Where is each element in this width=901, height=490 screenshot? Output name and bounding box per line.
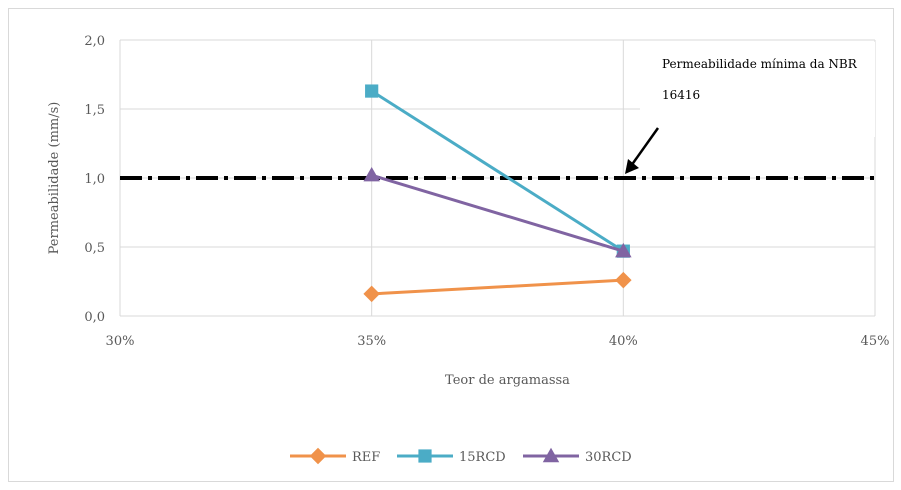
legend-item-30rcd: 30RCD [523, 447, 632, 465]
series-30rcd [363, 166, 632, 258]
x-axis-title: Teor de argamassa [445, 373, 570, 388]
y-tick-label: 0,5 [84, 241, 105, 256]
y-tick-labels: 0,0 0,5 1,0 1,5 2,0 [84, 34, 105, 325]
data-point-30rcd [615, 242, 632, 258]
annotation-line-2: 16416 [662, 88, 700, 102]
x-tick-label: 40% [609, 334, 638, 349]
y-tick-label: 1,0 [84, 172, 105, 187]
arrow-head [625, 159, 639, 174]
legend-marker-30rcd [542, 447, 560, 463]
series-layer [363, 84, 632, 303]
x-tick-label: 30% [106, 334, 135, 349]
annotation-line-1: Permeabilidade mínima da NBR [662, 57, 858, 71]
x-tick-label: 45% [861, 334, 890, 349]
legend-item-ref: REF [290, 447, 380, 465]
series-ref [363, 271, 632, 303]
data-point-ref [615, 271, 632, 289]
legend-item-15rcd: 15RCD [397, 449, 506, 465]
y-axis-title: Permeabilidade (mm/s) [47, 102, 62, 255]
arrow-shaft [629, 127, 660, 167]
x-tick-label: 35% [357, 334, 386, 349]
x-tick-labels: 30% 35% 40% 45% [106, 334, 890, 349]
y-tick-label: 2,0 [84, 34, 105, 49]
series-line-ref [371, 278, 624, 296]
annotation-arrow [625, 127, 660, 174]
data-point-ref [363, 285, 380, 303]
legend-marker-15rcd [418, 449, 432, 463]
series-line-15rcd [370, 89, 625, 253]
data-point-15rcd [365, 84, 379, 98]
data-point-30rcd [363, 166, 380, 182]
series-15rcd [365, 84, 630, 258]
legend-label-ref: REF [352, 450, 380, 465]
annotation-background [640, 42, 875, 137]
legend-label-15rcd: 15RCD [459, 450, 506, 465]
legend: REF 15RCD 30RCD [290, 447, 632, 465]
legend-label-30rcd: 30RCD [585, 450, 632, 465]
legend-marker-ref [309, 447, 327, 465]
y-tick-label: 0,0 [84, 310, 105, 325]
y-tick-label: 1,5 [84, 103, 105, 118]
series-line-30rcd [371, 173, 624, 253]
